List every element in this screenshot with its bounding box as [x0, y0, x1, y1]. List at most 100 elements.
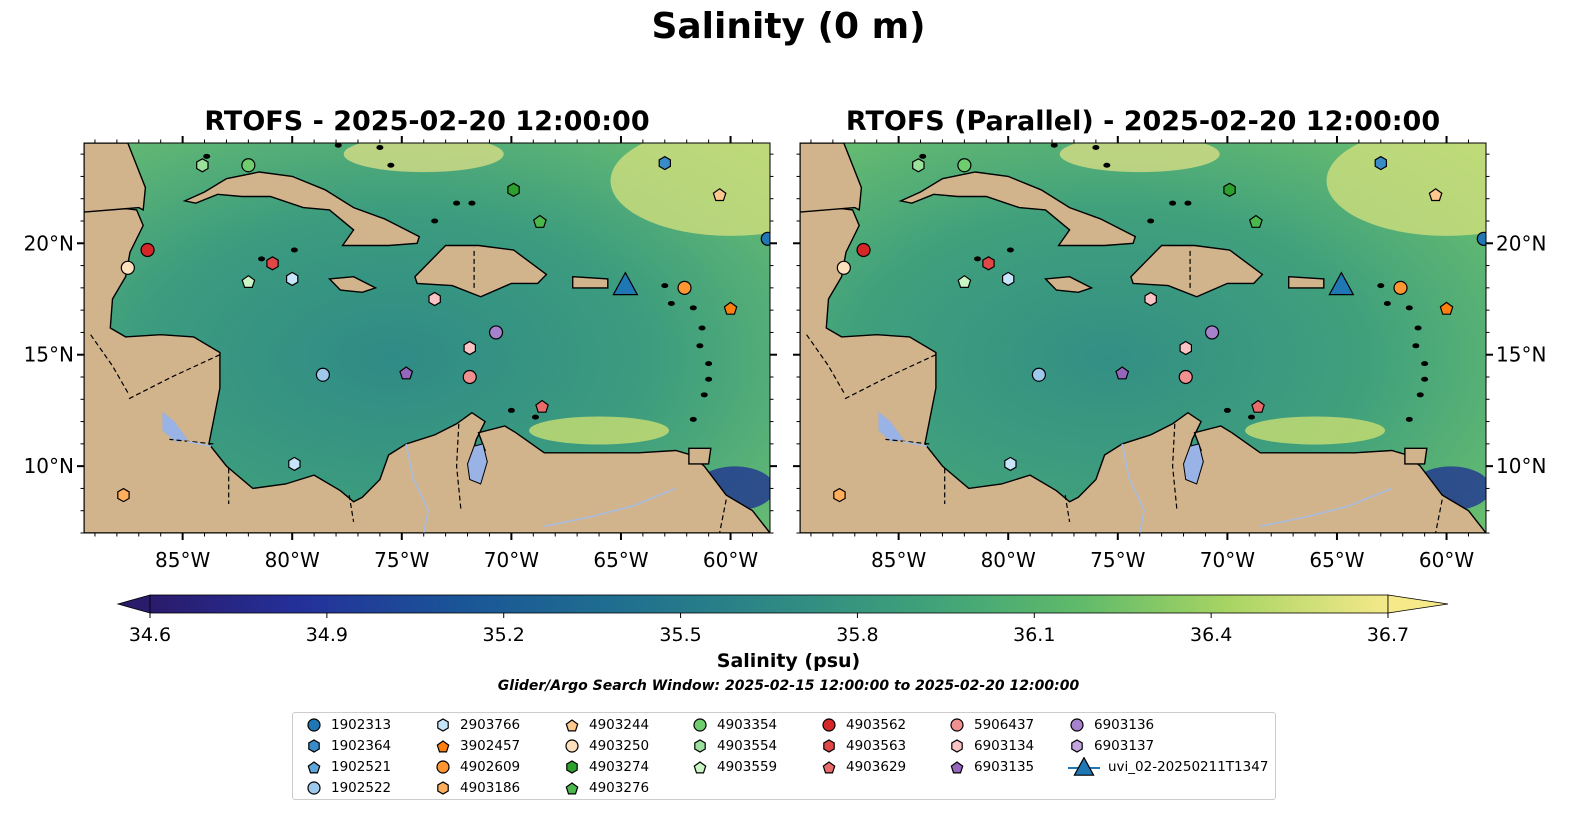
- legend-label: 4903354: [717, 717, 778, 733]
- small-island: [1103, 162, 1111, 168]
- small-island: [1169, 200, 1177, 206]
- legend-item: 6903134: [948, 736, 1034, 756]
- high-salinity-patch: [610, 143, 770, 236]
- river: [1121, 443, 1145, 533]
- circle-legend-icon: [1070, 718, 1084, 732]
- small-island: [258, 256, 266, 262]
- lon-tick-label: 65°W: [593, 548, 648, 572]
- land-puertorico: [1288, 275, 1325, 289]
- pentagon-legend-icon: [950, 761, 964, 774]
- land-cuba: [182, 171, 421, 247]
- float-marker-4903562: [856, 242, 871, 258]
- country-border: [169, 438, 214, 445]
- legend-item: 1902364: [305, 736, 391, 756]
- lake-maracaibo: [1182, 443, 1204, 485]
- float-marker-1902364: [1374, 155, 1388, 171]
- legend-marker: [693, 718, 707, 732]
- small-island: [1377, 283, 1385, 289]
- circle-legend-icon: [307, 718, 321, 732]
- small-island: [689, 305, 697, 311]
- map-frame: [83, 142, 771, 534]
- lon-tick-label: 75°W: [374, 548, 429, 572]
- lake-nicaragua: [162, 411, 188, 443]
- small-island: [468, 200, 476, 206]
- legend-item: 4903274: [563, 757, 649, 777]
- legend-label: 4903274: [589, 759, 650, 775]
- glider-marker: [1328, 271, 1355, 296]
- float-marker-6903134: [1179, 340, 1193, 356]
- small-island: [974, 256, 982, 262]
- high-salinity-patch: [1059, 143, 1220, 173]
- colorbar: 34.6 34.9 35.2 35.5 35.8 36.1 36.4 36.7: [116, 594, 1449, 646]
- float-marker-3902457: [1439, 301, 1454, 315]
- small-island: [1416, 392, 1424, 398]
- land-hispaniola: [414, 244, 548, 298]
- float-marker-4903554: [196, 158, 209, 173]
- legend-marker: [307, 718, 321, 732]
- legend-item: 1902521: [305, 757, 391, 777]
- legend-item: 5906437: [948, 715, 1034, 735]
- river: [405, 443, 429, 533]
- float-marker-4903554: [912, 158, 925, 173]
- legend-label: 6903136: [1094, 717, 1155, 733]
- legend-label: 2903766: [460, 717, 521, 733]
- river: [902, 440, 928, 447]
- float-marker-2903766: [1004, 456, 1017, 472]
- legend-label: 6903135: [974, 759, 1035, 775]
- float-marker-4903186: [833, 487, 846, 503]
- lon-tick-label: 85°W: [155, 548, 210, 572]
- colorbar-tick-label: 36.4: [1190, 624, 1232, 646]
- float-marker-4903559: [241, 274, 256, 288]
- legend-label: 4903554: [717, 738, 778, 754]
- map-frame: [799, 142, 1487, 534]
- small-island: [705, 361, 713, 367]
- country-border: [566, 532, 568, 533]
- panel-title-left: RTOFS - 2025-02-20 12:00:00: [204, 106, 650, 137]
- river: [186, 440, 212, 447]
- legend-item: 4903250: [563, 736, 649, 756]
- float-marker-4902609: [677, 280, 692, 295]
- circle-legend-icon: [950, 718, 964, 732]
- search-window-note: Glider/Argo Search Window: 2025-02-15 12…: [497, 678, 1080, 694]
- small-island: [700, 392, 708, 398]
- land-central: [84, 206, 770, 533]
- float-marker-4903244: [1428, 188, 1443, 202]
- pentagon-legend-icon: [307, 761, 321, 774]
- small-island: [696, 343, 704, 349]
- lat-tick-label: 20°N: [1496, 231, 1546, 255]
- legend-label: 4903250: [589, 738, 650, 754]
- colorbar-extend-low: [116, 594, 151, 614]
- circle-legend-icon: [693, 718, 707, 732]
- country-border: [719, 499, 727, 533]
- float-marker-4903274: [507, 182, 520, 197]
- hexagon-legend-icon: [308, 739, 320, 753]
- small-island: [667, 300, 675, 306]
- map-panel-rtofs-parallel: [800, 143, 1486, 533]
- land-jamaica: [1043, 275, 1094, 294]
- country-border: [1282, 532, 1284, 533]
- float-marker-1902364: [658, 155, 672, 171]
- legend-marker: [437, 718, 449, 732]
- small-island: [1247, 414, 1255, 420]
- pentagon-legend-icon: [822, 761, 836, 774]
- hexagon-legend-icon: [951, 739, 963, 753]
- legend-label: 1902364: [331, 738, 392, 754]
- legend-item: 4903244: [563, 715, 649, 735]
- legend-label: 6903134: [974, 738, 1035, 754]
- legend-marker: [822, 718, 836, 732]
- small-island: [290, 247, 298, 253]
- small-island: [203, 153, 211, 159]
- legend-item: 4903276: [563, 778, 649, 798]
- legend-label: 4903562: [846, 717, 907, 733]
- lat-tick-label: 10°N: [24, 454, 74, 478]
- country-border: [127, 354, 221, 400]
- legend-marker: [436, 760, 450, 774]
- legend-marker: [308, 739, 320, 753]
- hexagon-legend-icon: [1071, 739, 1083, 753]
- lon-tick-label: 70°W: [1200, 548, 1255, 572]
- float-marker-3902457: [723, 301, 738, 315]
- legend-item: 4903354: [691, 715, 777, 735]
- legend-marker: [1071, 739, 1083, 753]
- colorbar-label: Salinity (psu): [716, 650, 861, 672]
- legend-item: 3902457: [434, 736, 520, 756]
